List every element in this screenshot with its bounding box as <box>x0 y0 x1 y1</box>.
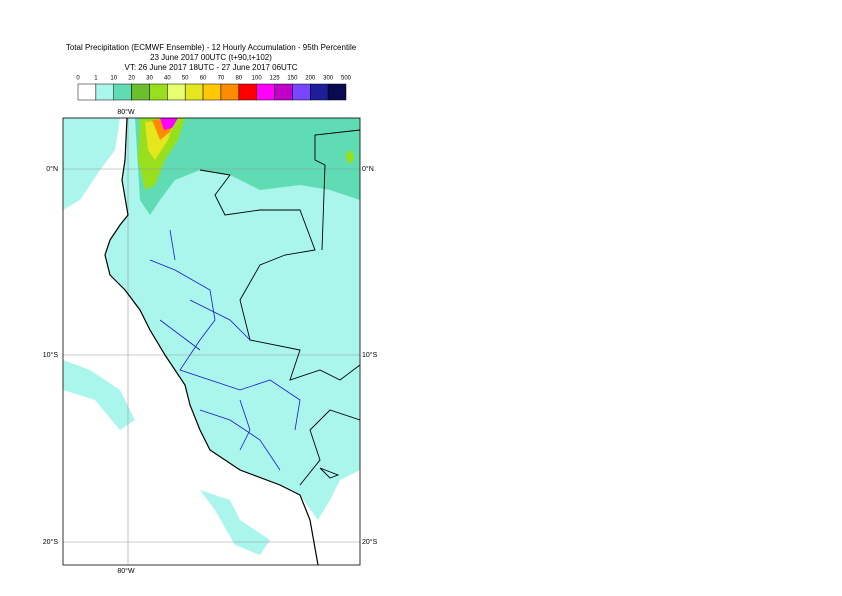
map <box>63 118 360 565</box>
legend-level: 30 <box>146 76 153 82</box>
legend-swatch <box>77 83 97 101</box>
precip-offshore <box>63 118 120 210</box>
lon-label: 80°W <box>117 567 135 575</box>
legend-level: 100 <box>252 76 263 82</box>
legend-swatch <box>256 83 275 101</box>
legend-level: 150 <box>287 76 298 82</box>
legend-swatch <box>149 83 168 101</box>
legend-level: 300 <box>323 76 334 82</box>
legend-swatch <box>274 83 293 101</box>
lat-label: 20°S <box>362 538 378 546</box>
legend-swatch <box>131 83 150 101</box>
lon-label: 80°W <box>117 108 135 116</box>
region-border <box>149 229 301 471</box>
legend-level: 60 <box>200 76 207 82</box>
legend-level: 200 <box>305 76 316 82</box>
title: Total Precipitation (ECMWF Ensemble) - 1… <box>66 43 357 52</box>
base-time: 23 June 2017 00UTC (t+90,t+102) <box>150 53 272 62</box>
coastline <box>104 118 319 565</box>
legend-level: 1 <box>94 76 98 82</box>
precip-offshore <box>63 360 135 430</box>
legend-level: 10 <box>110 76 117 82</box>
legend-level: 125 <box>270 76 281 82</box>
precip-10mm <box>135 118 360 215</box>
legend-level: 500 <box>341 76 352 82</box>
valid-time: VT: 26 June 2017 18UTC - 27 June 2017 06… <box>125 63 298 72</box>
legend-swatch <box>184 83 204 101</box>
legend-swatch <box>327 83 347 101</box>
legend-level: 20 <box>128 76 135 82</box>
precip-100mm <box>160 118 178 130</box>
lat-label: 20°S <box>43 538 59 546</box>
legend-swatch <box>167 83 186 101</box>
legend-level: 70 <box>218 76 225 82</box>
legend-swatch <box>113 83 132 101</box>
legend-swatch <box>202 83 222 101</box>
lat-label: 0°N <box>46 165 58 173</box>
lat-label: 10°S <box>362 351 378 359</box>
legend-swatch <box>292 83 311 101</box>
precip-1mm <box>105 118 360 520</box>
lat-label: 10°S <box>43 351 59 359</box>
precip-30mm <box>346 151 354 163</box>
legend-level: 80 <box>235 76 242 82</box>
legend-swatch <box>310 83 329 101</box>
lat-label: 0°N <box>362 165 374 173</box>
legend-level: 0 <box>76 76 80 82</box>
legend-level: 50 <box>182 76 189 82</box>
map-frame <box>62 117 361 566</box>
legend-swatch <box>220 83 240 101</box>
legend-swatch <box>238 83 257 101</box>
precip-offshore <box>200 490 270 555</box>
country-border <box>199 129 360 486</box>
legend-swatch <box>95 83 114 101</box>
legend-level: 40 <box>164 76 171 82</box>
legend: 0 1 10 20 30 40 50 60 70 80 100 125 150 200 300 500 <box>76 76 352 101</box>
